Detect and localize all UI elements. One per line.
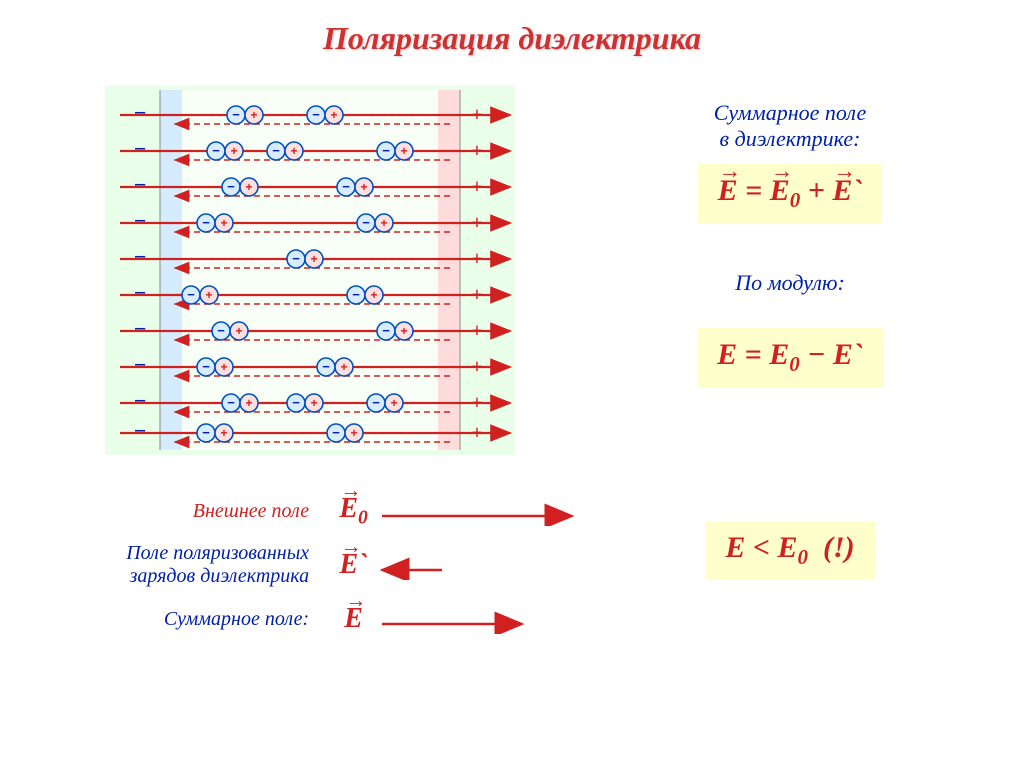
svg-text:−: − xyxy=(134,280,147,305)
label-total-field-1: Суммарное поле xyxy=(600,100,980,126)
svg-text:−: − xyxy=(232,107,240,122)
formula-vector-sum-box: E = E0 + E` xyxy=(698,164,883,223)
field-legend: Внешнее поле E0 Поле поляризованных заря… xyxy=(80,480,580,650)
svg-text:+: + xyxy=(245,180,252,194)
svg-text:+: + xyxy=(471,392,482,414)
svg-text:−: − xyxy=(134,244,147,269)
formulas-column: Суммарное поле в диэлектрике: E = E0 + E… xyxy=(600,100,980,592)
svg-text:+: + xyxy=(471,104,482,126)
svg-text:−: − xyxy=(227,179,235,194)
svg-text:+: + xyxy=(220,426,227,440)
legend-symbol-e: E xyxy=(327,603,380,635)
svg-text:−: − xyxy=(134,136,147,161)
legend-row-e: Суммарное поле: E xyxy=(80,596,580,642)
svg-text:−: − xyxy=(134,418,147,443)
legend-row-e0: Внешнее поле E0 xyxy=(80,488,580,534)
svg-text:+: + xyxy=(290,144,297,158)
svg-text:+: + xyxy=(471,320,482,342)
svg-text:+: + xyxy=(235,324,242,338)
svg-text:−: − xyxy=(322,359,330,374)
svg-text:−: − xyxy=(352,287,360,302)
svg-text:−: − xyxy=(134,172,147,197)
svg-text:−: − xyxy=(227,395,235,410)
svg-text:+: + xyxy=(390,396,397,410)
arrow-e xyxy=(380,604,580,634)
svg-text:+: + xyxy=(400,144,407,158)
svg-text:+: + xyxy=(370,288,377,302)
svg-text:+: + xyxy=(471,212,482,234)
svg-text:−: − xyxy=(292,395,300,410)
svg-text:+: + xyxy=(471,284,482,306)
legend-row-eprime: Поле поляризованных зарядов диэлектрика … xyxy=(80,542,580,588)
svg-text:−: − xyxy=(134,100,147,125)
svg-text:+: + xyxy=(400,324,407,338)
svg-text:−: − xyxy=(202,359,210,374)
svg-text:+: + xyxy=(230,144,237,158)
formula-inequality-box: E < E0 (!) xyxy=(705,521,874,580)
svg-text:−: − xyxy=(292,251,300,266)
svg-text:+: + xyxy=(220,360,227,374)
label-magnitude: По модулю: xyxy=(600,270,980,296)
svg-text:−: − xyxy=(312,107,320,122)
svg-text:−: − xyxy=(382,323,390,338)
svg-text:+: + xyxy=(245,396,252,410)
svg-text:−: − xyxy=(202,425,210,440)
legend-label-total: Суммарное поле: xyxy=(80,608,327,631)
slide-title: Поляризация диэлектрика xyxy=(0,20,1024,57)
svg-text:−: − xyxy=(212,143,220,158)
svg-text:−: − xyxy=(134,208,147,233)
svg-text:−: − xyxy=(134,352,147,377)
svg-text:+: + xyxy=(350,426,357,440)
svg-text:+: + xyxy=(340,360,347,374)
svg-text:+: + xyxy=(471,356,482,378)
svg-text:−: − xyxy=(362,215,370,230)
formula-magnitude: E = E0 − E` xyxy=(717,338,863,371)
svg-text:−: − xyxy=(217,323,225,338)
svg-text:+: + xyxy=(330,108,337,122)
svg-text:−: − xyxy=(342,179,350,194)
svg-text:+: + xyxy=(380,216,387,230)
svg-text:+: + xyxy=(310,396,317,410)
slide: Поляризация диэлектрика −+−+−+−+−+−+−+−+… xyxy=(0,0,1024,768)
svg-text:−: − xyxy=(134,316,147,341)
svg-text:−: − xyxy=(382,143,390,158)
legend-symbol-e0: E0 xyxy=(327,493,380,530)
svg-text:+: + xyxy=(360,180,367,194)
svg-text:+: + xyxy=(220,216,227,230)
arrow-eprime xyxy=(380,550,580,580)
svg-text:−: − xyxy=(272,143,280,158)
label-total-field-2: в диэлектрике: xyxy=(600,126,980,152)
formula-magnitude-box: E = E0 − E` xyxy=(697,328,883,387)
svg-text:−: − xyxy=(134,388,147,413)
svg-text:+: + xyxy=(471,248,482,270)
svg-text:+: + xyxy=(310,252,317,266)
svg-text:+: + xyxy=(471,422,482,444)
svg-text:+: + xyxy=(471,176,482,198)
svg-text:+: + xyxy=(250,108,257,122)
diagram-svg: −+−+−+−+−+−+−+−+−+−+−+−+−+−+−+−+−+−+−+−+… xyxy=(105,85,515,455)
legend-label-polarized: Поле поляризованных зарядов диэлектрика xyxy=(80,542,327,588)
polarization-diagram: −+−+−+−+−+−+−+−+−+−+−+−+−+−+−+−+−+−+−+−+… xyxy=(105,85,515,455)
legend-label-external: Внешнее поле xyxy=(80,500,327,523)
formula-inequality: E < E0 (!) xyxy=(725,531,854,564)
arrow-e0 xyxy=(380,496,580,526)
svg-text:−: − xyxy=(187,287,195,302)
svg-text:+: + xyxy=(471,140,482,162)
formula-vector-sum: E = E0 + E` xyxy=(718,174,863,207)
svg-text:−: − xyxy=(372,395,380,410)
legend-symbol-eprime: E` xyxy=(327,549,380,581)
svg-text:−: − xyxy=(332,425,340,440)
svg-text:+: + xyxy=(205,288,212,302)
svg-text:−: − xyxy=(202,215,210,230)
